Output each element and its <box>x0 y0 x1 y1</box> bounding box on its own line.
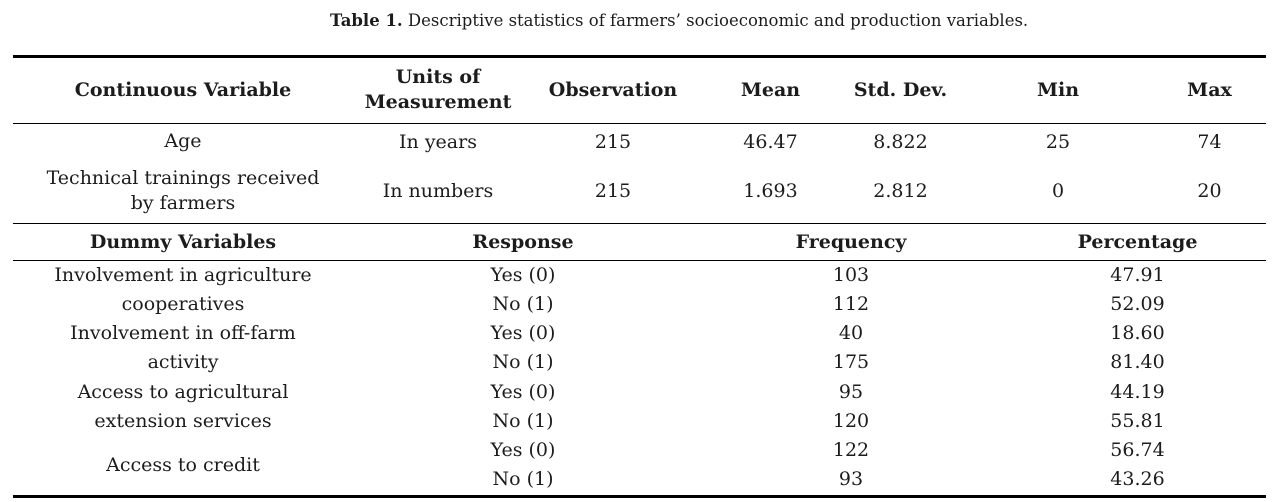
dummy-header-row: Dummy Variables Response Frequency Percenta… <box>13 224 1266 261</box>
percentage-value: 55.81 <box>1110 409 1165 432</box>
header-cell: Std. Dev. <box>853 78 948 101</box>
frequency-value: 120 <box>832 409 870 432</box>
variable-line: extension services <box>94 409 272 432</box>
table-row-group: Access to credit Yes (0) No (1) 122 93 56.74 4… <box>13 436 1266 495</box>
table-row: Age In years 215 46.47 8.822 25 74 <box>13 124 1266 160</box>
value-cell: 56.74 43.26 <box>1009 436 1266 495</box>
value-cell: 1.693 <box>743 180 798 202</box>
variable-line: activity <box>147 351 219 374</box>
percentage-value: 56.74 <box>1110 439 1165 461</box>
variable-cell: Access to agricultural extension services <box>13 378 353 437</box>
percentage-value: 81.40 <box>1110 351 1165 374</box>
response-value: No (1) <box>492 351 554 374</box>
value-cell: 46.47 <box>743 130 798 153</box>
frequency-value: 122 <box>832 439 870 461</box>
frequency-value: 112 <box>832 292 870 315</box>
header-cell: Mean <box>740 78 801 101</box>
frequency-value: 40 <box>838 322 864 344</box>
variable-cell: Involvement in agriculture cooperatives <box>13 261 353 320</box>
header-cell: Continuous Variable <box>74 78 292 101</box>
value-cell: 122 93 <box>693 436 1009 495</box>
percentage-value: 52.09 <box>1110 292 1165 315</box>
value-cell: 215 <box>594 180 632 202</box>
variable-line: Involvement in agriculture <box>54 263 312 286</box>
dummy-rows: Involvement in agriculture cooperatives Ye… <box>13 261 1266 495</box>
response-value: Yes (0) <box>490 263 556 286</box>
value-cell: 20 <box>1197 180 1222 202</box>
variable-line: Involvement in off-farm <box>70 322 296 344</box>
percentage-value: 47.91 <box>1110 263 1165 286</box>
header-cell: Response <box>472 230 574 253</box>
variable-line: Access to agricultural <box>77 380 289 403</box>
response-value: Yes (0) <box>490 439 556 461</box>
variable-line: cooperatives <box>121 292 245 315</box>
continuous-rows: Age In years 215 46.47 8.822 25 74 Technical tr… <box>13 124 1266 224</box>
value-cell: 74 <box>1197 130 1222 153</box>
response-value: No (1) <box>492 409 554 432</box>
header-cell: Observation <box>548 78 678 101</box>
frequency-value: 103 <box>832 263 870 286</box>
value-cell: 215 <box>594 130 632 153</box>
frequency-value: 175 <box>832 351 870 374</box>
value-cell: 18.60 81.40 <box>1009 319 1266 378</box>
value-cell: 25 <box>1045 130 1071 153</box>
variable-line: Access to credit <box>106 453 260 476</box>
value-cell: Yes (0) No (1) <box>353 378 693 437</box>
value-cell: 95 120 <box>693 378 1009 437</box>
table-caption: Table 1. Descriptive statistics of farme… <box>330 9 1028 33</box>
header-cell: Frequency <box>795 230 907 253</box>
header-cell: Max <box>1187 78 1232 101</box>
value-cell: 47.91 52.09 <box>1009 261 1266 320</box>
header-cell: Dummy Variables <box>89 230 277 253</box>
percentage-value: 18.60 <box>1110 322 1165 344</box>
value-cell: 103 112 <box>693 261 1009 320</box>
value-cell: Yes (0) No (1) <box>353 436 693 495</box>
table-caption-label: Table 1. <box>330 11 403 30</box>
variable-cell: Technical trainings received by farmers <box>13 160 353 223</box>
value-cell: Yes (0) No (1) <box>353 261 693 320</box>
header-cell: Min <box>1036 78 1080 101</box>
header-cell: Units of Measurement <box>364 66 512 114</box>
variable-cell: Age <box>13 124 353 160</box>
variable-cell: Access to credit <box>13 436 353 495</box>
variable-line: by farmers <box>130 192 236 214</box>
value-cell: 0 <box>1051 180 1065 202</box>
response-value: No (1) <box>492 292 554 315</box>
value-cell: 8.822 <box>873 130 928 153</box>
table-row-group: Involvement in off-farm activity Yes (0) No… <box>13 319 1266 378</box>
value-cell: In numbers <box>382 180 494 202</box>
value-cell: Yes (0) No (1) <box>353 319 693 378</box>
header-cell: Percentage <box>1077 230 1198 253</box>
descriptive-statistics-table: Continuous Variable Units of Measurement O… <box>13 55 1266 498</box>
percentage-value: 43.26 <box>1110 468 1165 491</box>
variable-cell: Involvement in off-farm activity <box>13 319 353 378</box>
frequency-value: 95 <box>838 380 864 403</box>
response-value: Yes (0) <box>490 380 556 403</box>
value-cell: In years <box>399 130 477 153</box>
variable-line: Technical trainings received <box>46 167 320 189</box>
value-cell: 44.19 55.81 <box>1009 378 1266 437</box>
table-row-group: Access to agricultural extension services… <box>13 378 1266 437</box>
response-value: Yes (0) <box>490 322 556 344</box>
table-caption-text: Descriptive statistics of farmers’ socio… <box>402 11 1029 30</box>
response-value: No (1) <box>492 468 554 491</box>
value-cell: 2.812 <box>873 180 928 202</box>
value-cell: 40 175 <box>693 319 1009 378</box>
frequency-value: 93 <box>838 468 864 491</box>
variable-line: Age <box>164 130 202 152</box>
table-row-group: Involvement in agriculture cooperatives Ye… <box>13 261 1266 320</box>
percentage-value: 44.19 <box>1110 380 1165 403</box>
continuous-header-row: Continuous Variable Units of Measurement O… <box>13 58 1266 124</box>
table-row: Technical trainings received by farmers In… <box>13 160 1266 223</box>
